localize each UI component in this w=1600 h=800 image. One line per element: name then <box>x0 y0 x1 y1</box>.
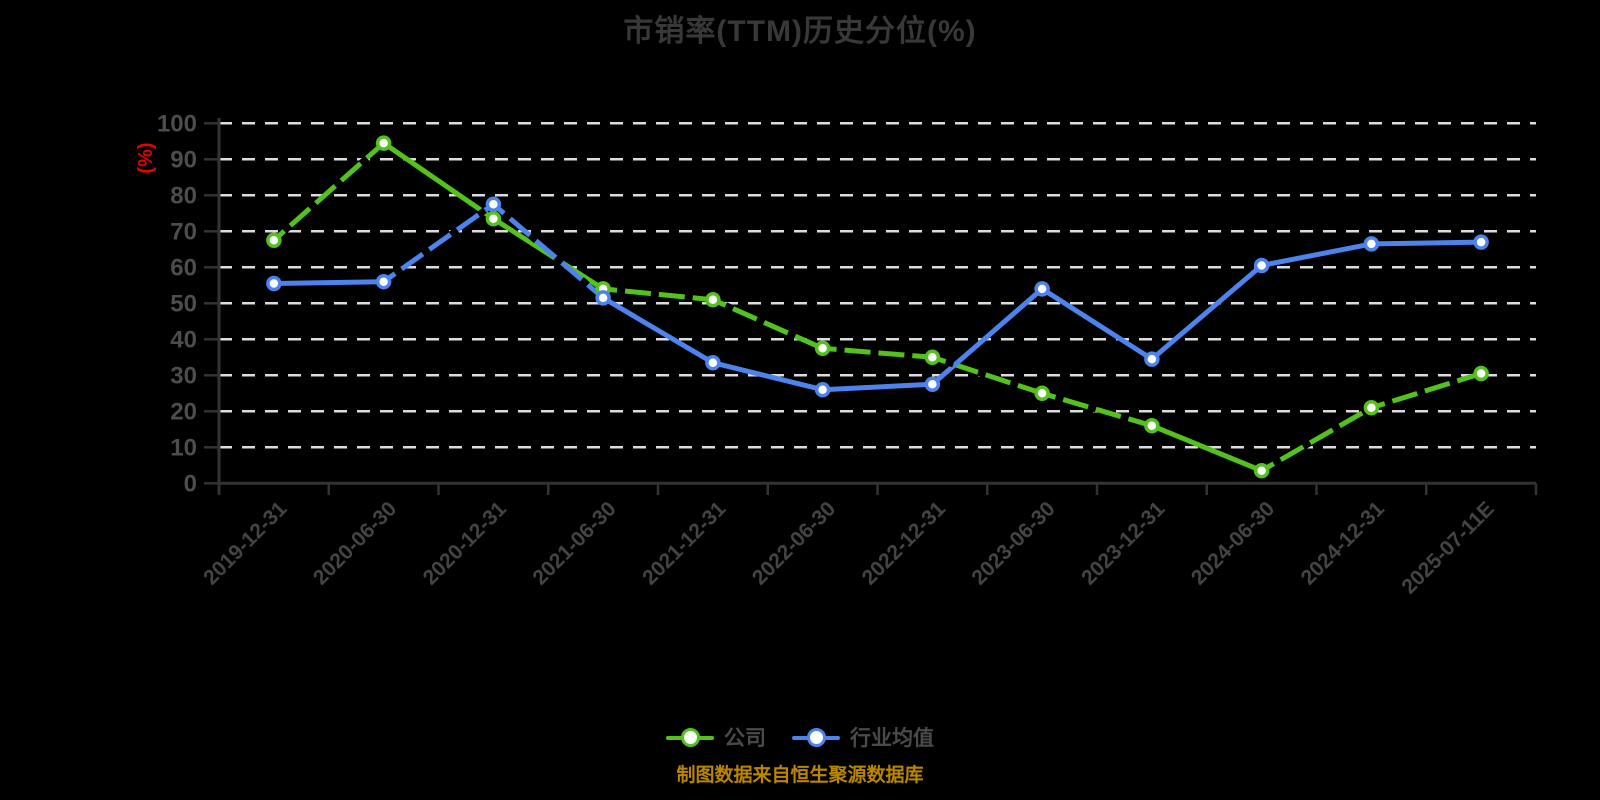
svg-text:30: 30 <box>170 362 197 389</box>
legend-item-industry-average[interactable]: 行业均值 <box>792 722 934 752</box>
data-point-markers-industry <box>266 196 1489 398</box>
svg-text:2021-12-31: 2021-12-31 <box>638 497 730 589</box>
svg-text:2023-12-31: 2023-12-31 <box>1077 497 1169 589</box>
svg-text:2020-12-31: 2020-12-31 <box>419 497 511 589</box>
gridlines <box>219 122 1536 449</box>
svg-text:2024-06-30: 2024-06-30 <box>1187 497 1279 589</box>
y-axis-tick-labels: 0 10 20 30 40 50 60 70 80 90 100 <box>157 110 197 497</box>
svg-text:2022-12-31: 2022-12-31 <box>858 497 950 589</box>
svg-text:0: 0 <box>184 470 197 497</box>
svg-text:2023-06-30: 2023-06-30 <box>967 497 1059 589</box>
data-point-markers-company <box>266 135 1489 479</box>
axes <box>204 118 1538 495</box>
dashed-overlay <box>822 345 933 361</box>
dashed-overlay <box>711 296 824 352</box>
svg-text:40: 40 <box>170 326 197 353</box>
dashed-overlay <box>1041 390 1153 429</box>
dashed-overlay <box>1260 404 1373 474</box>
svg-text:2025-07-11E: 2025-07-11E <box>1397 497 1498 598</box>
industry-line-marker-icon <box>792 726 840 748</box>
dashed-overlay <box>271 140 386 243</box>
company-line-marker-icon <box>666 726 714 748</box>
svg-text:90: 90 <box>170 146 197 173</box>
svg-text:60: 60 <box>170 254 197 281</box>
chart-title: 市销率(TTM)历史分位(%) <box>623 15 977 48</box>
x-axis-tick-labels: 2019-12-31 2020-06-30 2020-12-31 2021-06-30… <box>199 497 1498 599</box>
y-axis-unit-label: (%) <box>135 142 157 173</box>
svg-text:2020-06-30: 2020-06-30 <box>309 497 401 589</box>
legend: 公司 行业均值 <box>0 716 1600 758</box>
svg-text:70: 70 <box>170 218 197 245</box>
svg-text:2022-06-30: 2022-06-30 <box>748 497 840 589</box>
svg-text:20: 20 <box>170 398 197 425</box>
dashed-overlay <box>602 285 714 303</box>
svg-text:2021-06-30: 2021-06-30 <box>528 497 620 589</box>
svg-text:100: 100 <box>157 110 197 137</box>
svg-text:10: 10 <box>170 434 197 461</box>
series-line-company <box>271 140 1484 474</box>
svg-text:2019-12-31: 2019-12-31 <box>199 497 291 589</box>
svg-text:2024-12-31: 2024-12-31 <box>1297 497 1389 589</box>
dashed-overlay <box>931 354 1044 397</box>
svg-text:50: 50 <box>170 290 197 317</box>
dashed-overlay <box>1370 370 1483 411</box>
data-source-caption: 制图数据来自恒生聚源数据库 <box>676 765 924 786</box>
legend-item-company[interactable]: 公司 <box>666 722 766 752</box>
series-line-industry <box>271 201 1484 393</box>
legend-label-industry-average: 行业均值 <box>850 727 934 750</box>
dashed-overlay <box>491 201 606 301</box>
svg-text:80: 80 <box>170 182 197 209</box>
legend-label-company: 公司 <box>724 727 766 750</box>
